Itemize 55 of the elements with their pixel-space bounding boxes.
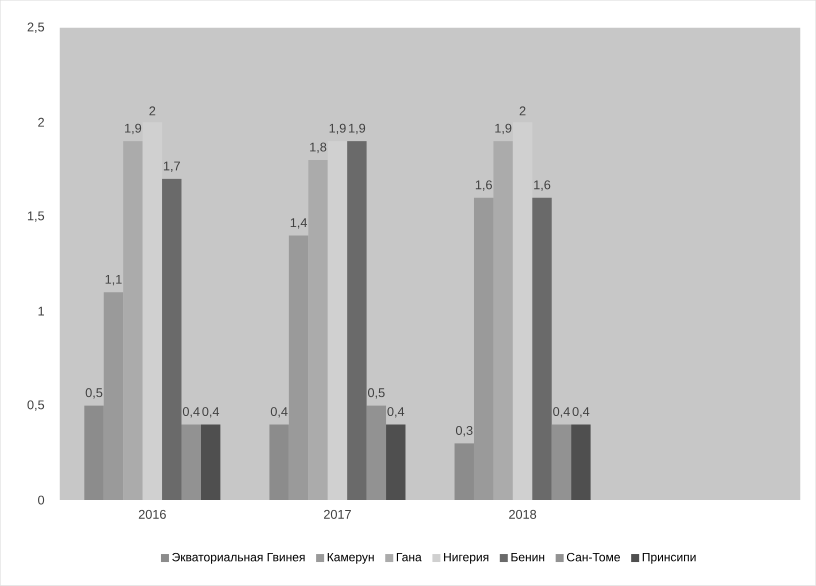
data-label: 0,5	[86, 388, 102, 399]
legend-label: Сан-Томе	[566, 552, 620, 562]
y-tick-label: 2,5	[28, 22, 44, 34]
data-label: 1,4	[290, 218, 308, 229]
data-label: 0,4	[387, 407, 404, 418]
legend-label: Принсипи	[642, 553, 696, 564]
data-label: 0,4	[182, 407, 200, 418]
y-tick-label: 1	[38, 306, 44, 316]
y-tick-label: 0,5	[27, 400, 44, 411]
x-tick-label: 2017	[324, 510, 351, 519]
legend-label: Гана	[396, 553, 422, 562]
bar	[288, 236, 308, 500]
bar	[181, 424, 201, 500]
bar	[386, 424, 406, 500]
bar	[571, 424, 591, 500]
legend-label: Бенин	[511, 553, 544, 562]
data-label: 1,7	[164, 162, 180, 172]
bar	[104, 292, 124, 500]
data-label: 1,6	[476, 180, 492, 191]
bar	[493, 141, 513, 500]
legend-label: Экваториальная Гвинея	[172, 552, 305, 564]
bar	[454, 443, 474, 500]
bar	[347, 141, 367, 500]
bar	[123, 141, 143, 500]
y-tick-label: 2	[38, 118, 44, 127]
bar	[366, 406, 386, 500]
data-label: 2	[149, 106, 156, 116]
data-label: 0,4	[202, 407, 220, 418]
data-label: 1,9	[349, 124, 366, 134]
bar	[269, 424, 289, 500]
data-label: 1,9	[330, 124, 346, 134]
legend-label: Камерун	[328, 553, 374, 564]
bar	[532, 198, 552, 500]
bar	[162, 178, 182, 500]
x-tick-label: 2018	[509, 510, 536, 519]
data-label: 0,4	[572, 407, 590, 418]
data-label: 0,4	[553, 407, 570, 418]
data-label: 1,9	[495, 124, 512, 134]
x-tick-label: 2016	[138, 510, 166, 519]
y-tick-label: 1,5	[28, 212, 44, 222]
data-label: 1,9	[125, 124, 142, 134]
data-label: 0,4	[270, 407, 288, 418]
data-label: 0,3	[456, 426, 473, 437]
bar	[84, 406, 104, 500]
data-label: 1,8	[310, 142, 326, 154]
data-label: 1,6	[534, 180, 550, 191]
data-label: 2	[520, 106, 526, 116]
bar	[552, 424, 572, 500]
data-label: 1,1	[106, 275, 122, 286]
bar	[474, 198, 494, 500]
legend-label: Нигерия	[444, 553, 488, 564]
data-label: 0,5	[368, 388, 385, 399]
bar	[200, 424, 220, 500]
bar	[308, 160, 328, 500]
y-tick-label: 0	[38, 496, 44, 505]
